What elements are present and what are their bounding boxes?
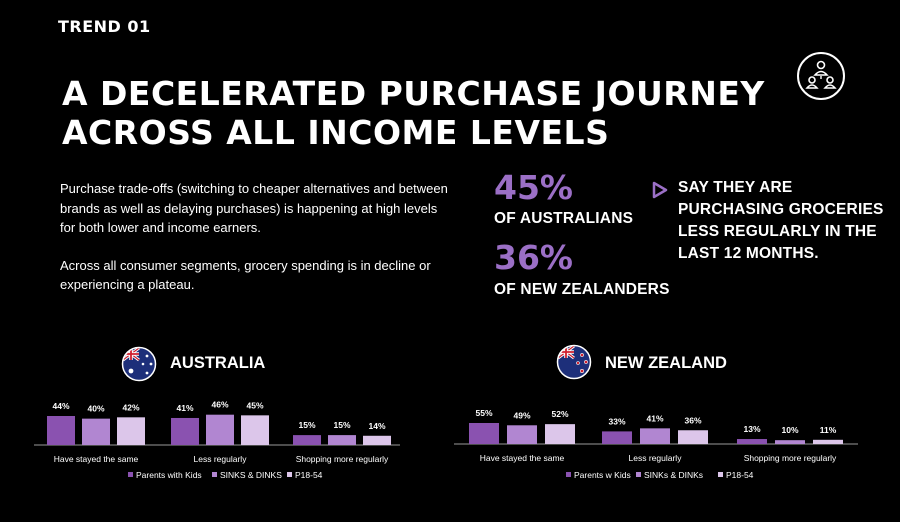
- bar: [775, 440, 805, 444]
- category-tick-label: Less regularly: [629, 453, 683, 463]
- bar-value-label: 14%: [368, 421, 385, 431]
- bar: [82, 418, 110, 445]
- bar: [293, 435, 321, 445]
- bar-value-label: 42%: [122, 402, 139, 412]
- bar: [640, 428, 670, 444]
- bar: [678, 430, 708, 444]
- bar: [813, 439, 843, 444]
- category-tick-label: Shopping more regularly: [296, 454, 389, 464]
- play-arrow-icon: [652, 181, 668, 199]
- legend-swatch: [287, 472, 292, 477]
- legend-swatch: [636, 472, 641, 477]
- new-zealand-bar-chart: 55% 49% 52% Have stayed the same 33% 41% 36% Le…: [454, 408, 858, 480]
- category-tick-label: Less regularly: [194, 454, 248, 464]
- new-zealand-flag-icon: [556, 344, 592, 380]
- legend-swatch: [128, 472, 133, 477]
- bar-value-label: 36%: [684, 415, 701, 425]
- legend-label: Parents w Kids: [574, 470, 631, 480]
- title-line-2: ACROSS ALL INCOME LEVELS: [62, 113, 610, 152]
- bar-value-label: 44%: [52, 401, 69, 411]
- bar-value-label: 46%: [211, 400, 228, 410]
- bar: [117, 417, 145, 445]
- title-line-1: A DECELERATED PURCHASE JOURNEY: [62, 74, 765, 113]
- au-stat-label: OF AUSTRALIANS: [494, 210, 634, 227]
- bar: [602, 431, 632, 444]
- nz-stat-label: OF NEW ZEALANDERS: [494, 281, 670, 298]
- legend-label: P18-54: [295, 470, 323, 480]
- category-tick-label: Have stayed the same: [54, 454, 139, 464]
- bar-value-label: 52%: [551, 409, 568, 419]
- bar-value-label: 13%: [743, 424, 760, 434]
- legend-swatch: [212, 472, 217, 477]
- bar: [206, 414, 234, 445]
- bar-value-label: 40%: [87, 404, 104, 414]
- legend-label: P18-54: [726, 470, 754, 480]
- bar: [171, 417, 199, 445]
- stat-statement: SAY THEY ARE PURCHASING GROCERIES LESS R…: [678, 179, 884, 262]
- category-tick-label: Have stayed the same: [480, 453, 565, 463]
- new-zealand-chart-title: NEW ZEALAND: [605, 354, 727, 372]
- bar-value-label: 45%: [246, 400, 263, 410]
- intro-paragraph-2: Across all consumer segments, grocery sp…: [60, 257, 431, 293]
- legend-label: SINKs & DINKs: [644, 470, 703, 480]
- bar: [469, 423, 499, 444]
- intro-text: Purchase trade-offs (switching to cheape…: [60, 179, 455, 313]
- bar: [47, 416, 75, 445]
- trend-label: TREND 01: [58, 17, 151, 36]
- category-tick-label: Shopping more regularly: [744, 453, 837, 463]
- bar-value-label: 41%: [646, 413, 663, 423]
- bar: [545, 424, 575, 444]
- bar-value-label: 11%: [820, 425, 837, 435]
- legend-label: Parents with Kids: [136, 470, 202, 480]
- intro-paragraph-1: Purchase trade-offs (switching to cheape…: [60, 181, 448, 235]
- people-network-icon: [797, 52, 845, 100]
- bar-value-label: 10%: [781, 425, 798, 435]
- bar-value-label: 33%: [608, 416, 625, 426]
- nz-stat-value: 36%: [494, 238, 573, 277]
- bar: [507, 425, 537, 444]
- page-title: A DECELERATED PURCHASE JOURNEY ACROSS AL…: [62, 74, 765, 152]
- legend-swatch: [566, 472, 571, 477]
- bar: [241, 415, 269, 445]
- bar-value-label: 15%: [298, 420, 315, 430]
- bar-value-label: 41%: [176, 403, 193, 413]
- au-stat-value: 45%: [494, 168, 573, 207]
- legend-label: SINKS & DINKS: [220, 470, 282, 480]
- australia-chart-title: AUSTRALIA: [170, 354, 266, 372]
- legend-swatch: [718, 472, 723, 477]
- bar-value-label: 15%: [333, 420, 350, 430]
- australia-flag-icon: [121, 346, 157, 382]
- bar: [363, 435, 391, 445]
- australia-bar-chart: 44% 40% 42% Have stayed the same 41% 46% 45% Le…: [34, 400, 400, 480]
- bar-value-label: 55%: [475, 408, 492, 418]
- bar-value-label: 49%: [513, 410, 530, 420]
- bar: [328, 435, 356, 445]
- bar: [737, 439, 767, 444]
